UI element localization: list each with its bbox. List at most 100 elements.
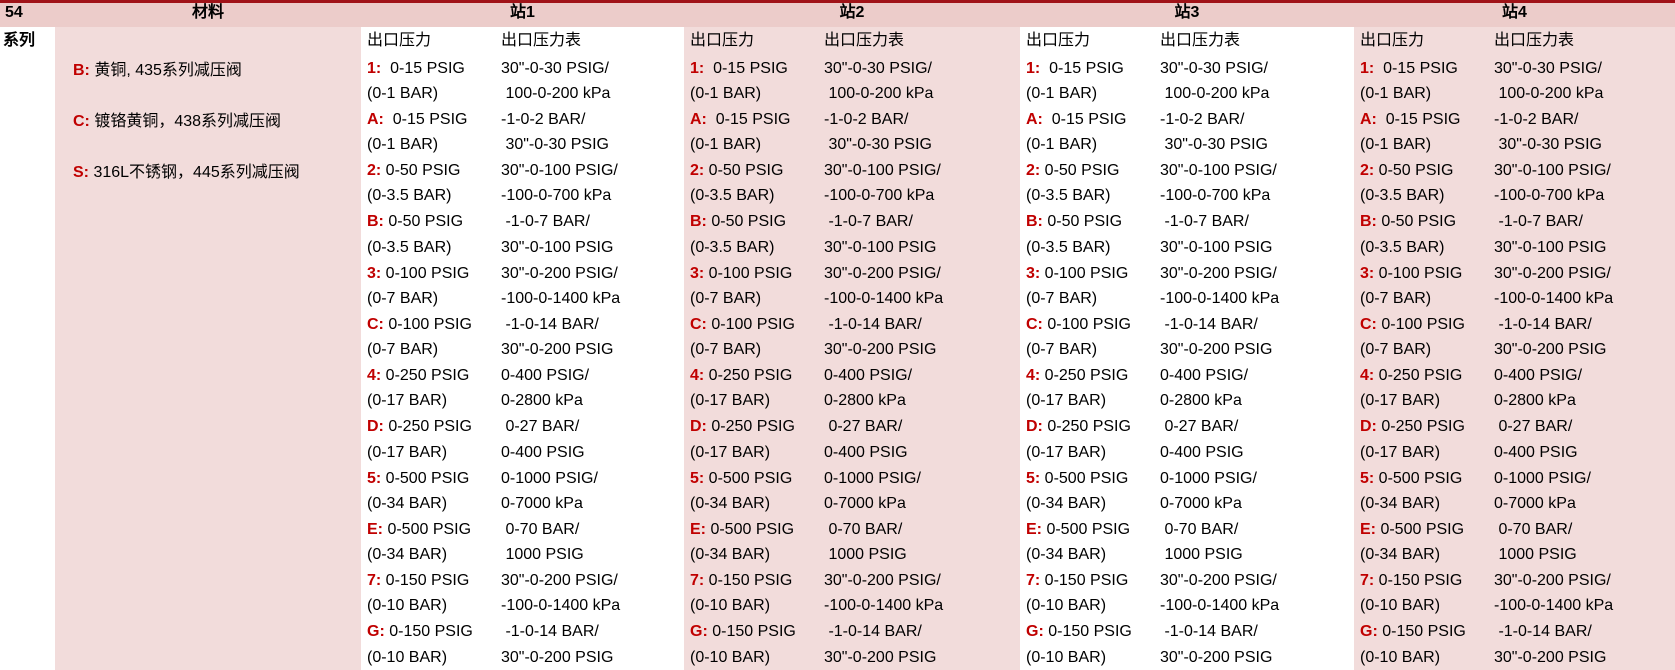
gauge-range-line2: 0-7000 kPa [501,494,583,512]
outlet-pressure-range: A: 0-15 PSIG [1360,107,1460,132]
gauge-range-line1: 30"-0-200 PSIG/ [824,572,941,589]
station-subheader: 出口压力 出口压力表 [684,27,1020,55]
option-code: 4: [1360,367,1375,384]
psig-range: 0-100 PSIG [383,315,472,333]
pressure-option-row: B: 0-50 PSIG (0-3.5 BAR) -1-0-7 BAR/30"-0… [1354,208,1675,260]
gauge-range-line1: -1-0-14 BAR/ [824,623,922,641]
pressure-option-row: 3: 0-100 PSIG (0-7 BAR) 30"-0-200 PSIG/ -10… [1354,260,1675,312]
option-code: 1: [1026,59,1041,77]
gauge-range-line2: 0-400 PSIG [501,443,585,461]
outlet-gauge-cell: -1-0-14 BAR/30"-0-200 PSIG [824,619,936,670]
option-code: 3: [1026,264,1041,282]
pressure-option-row: 4: 0-250 PSIG (0-17 BAR) 0-400 PSIG/0-2800… [1020,363,1354,414]
gauge-range-line2: 1000 PSIG [1494,546,1577,564]
gauge-range-line2: 30"-0-30 PSIG [501,136,609,154]
gauge-range-line2: -100-0-700 kPa [1160,187,1271,205]
pressure-option-row: G: 0-150 PSIG (0-10 BAR) -1-0-14 BAR/30"-… [1020,619,1354,670]
outlet-gauge-cell: -1-0-14 BAR/30"-0-200 PSIG [824,312,936,363]
gauge-range-line1: 30"-0-200 PSIG/ [1494,572,1611,589]
outlet-pressure-range: 2: 0-50 PSIG [367,158,460,183]
outlet-gauge-cell: 30"-0-200 PSIG/ -100-0-1400 kPa [824,261,943,312]
outlet-gauge-column-label: 出口压力表 [824,32,905,49]
pressure-option-row: 7: 0-150 PSIG (0-10 BAR) 30"-0-200 PSIG/ -1… [1354,567,1675,619]
pressure-option-row: 1: 0-15 PSIG (0-1 BAR) 30"-0-30 PSIG/ 100-… [361,55,684,106]
pressure-option-row: C: 0-100 PSIG (0-7 BAR) -1-0-14 BAR/30"-0… [1020,311,1354,362]
pressure-option-row: E: 0-500 PSIG (0-34 BAR) 0-70 BAR/ 1000 P… [1020,516,1354,567]
pressure-option-row: 7: 0-150 PSIG (0-10 BAR) 30"-0-200 PSIG/ -1… [684,567,1020,619]
outlet-pressure-cell: 3: 0-100 PSIG (0-7 BAR) [1360,261,1462,312]
gauge-range-line1: 0-1000 PSIG/ [1160,469,1257,487]
gauge-range-line1: -1-0-14 BAR/ [824,315,922,333]
option-code: E: [690,520,706,538]
pressure-option-row: 2: 0-50 PSIG (0-3.5 BAR) 30"-0-100 PSIG/ -1… [684,157,1020,209]
pressure-option-row: 5: 0-500 PSIG (0-34 BAR) 0-1000 PSIG/0-700… [1354,465,1675,517]
bar-range: (0-17 BAR) [1026,443,1107,461]
outlet-pressure-range: B: 0-50 PSIG [367,209,463,234]
bar-range: (0-3.5 BAR) [690,187,775,205]
outlet-pressure-range: 5: 0-500 PSIG [367,466,469,491]
bar-range: (0-7 BAR) [1026,289,1098,307]
outlet-pressure-range: G: 0-150 PSIG [1026,619,1132,644]
outlet-pressure-range: 4: 0-250 PSIG [1026,363,1128,388]
outlet-pressure-cell: E: 0-500 PSIG (0-34 BAR) [690,517,794,568]
option-code: B: [1360,213,1377,231]
bar-range: (0-1 BAR) [367,136,439,154]
station-header: 站3 [1020,0,1354,27]
bar-range: (0-34 BAR) [367,546,448,564]
gauge-range-line1: 30"-0-100 PSIG/ [1160,162,1277,179]
gauge-range-line1: -1-0-7 BAR/ [1160,213,1249,231]
outlet-pressure-cell: 2: 0-50 PSIG (0-3.5 BAR) [1026,158,1119,209]
station-header: 站1 [361,0,684,27]
pressure-option-row: C: 0-100 PSIG (0-7 BAR) -1-0-14 BAR/30"-0… [684,311,1020,363]
option-code: 5: [690,469,705,487]
option-code: C: [690,315,707,333]
psig-range: 0-15 PSIG [1040,59,1124,77]
outlet-pressure-range: 1: 0-15 PSIG [367,56,465,81]
gauge-range-line2: 30"-0-100 PSIG [1160,238,1273,256]
option-code: 2: [690,162,705,179]
gauge-range-line2: -100-0-1400 kPa [1494,289,1614,307]
gauge-range-line1: -1-0-2 BAR/ [501,110,586,128]
outlet-gauge-cell: 30"-0-200 PSIG/ -100-0-1400 kPa [1494,261,1613,312]
gauge-range-line2: 1000 PSIG [824,546,907,564]
gauge-range-line2: 100-0-200 kPa [824,84,934,102]
outlet-gauge-cell: -1-0-2 BAR/ 30"-0-30 PSIG [501,107,609,158]
bar-range: (0-17 BAR) [367,443,448,461]
bar-range: (0-10 BAR) [367,648,448,666]
gauge-range-line2: 30"-0-200 PSIG [1160,341,1273,359]
outlet-gauge-cell: 30"-0-30 PSIG/ 100-0-200 kPa [1160,56,1269,107]
pressure-option-row: 5: 0-500 PSIG (0-34 BAR) 0-1000 PSIG/0-700… [684,465,1020,517]
gauge-range-line1: -1-0-2 BAR/ [1160,110,1245,128]
gauge-range-line2: -100-0-1400 kPa [1160,289,1280,307]
outlet-pressure-range: E: 0-500 PSIG [690,517,794,542]
outlet-pressure-cell: E: 0-500 PSIG (0-34 BAR) [1026,517,1130,568]
psig-range: 0-500 PSIG [1374,469,1463,487]
gauge-range-line2: -100-0-700 kPa [824,187,935,205]
gauge-range-line2: -100-0-1400 kPa [501,597,621,615]
outlet-pressure-cell: 3: 0-100 PSIG (0-7 BAR) [367,261,469,312]
gauge-range-line1: 30"-0-200 PSIG/ [1494,264,1611,282]
pressure-option-row: 4: 0-250 PSIG (0-17 BAR) 0-400 PSIG/0-2800… [361,363,684,414]
gauge-range-line1: -1-0-2 BAR/ [824,110,909,128]
gauge-range-line1: -1-0-14 BAR/ [501,315,599,333]
outlet-gauge-cell: 30"-0-100 PSIG/ -100-0-700 kPa [1494,158,1611,209]
pressure-option-row: 2: 0-50 PSIG (0-3.5 BAR) 30"-0-100 PSIG/ -1… [361,158,684,209]
outlet-pressure-column-label: 出口压力 [1026,32,1091,49]
outlet-pressure-cell: A: 0-15 PSIG (0-1 BAR) [1360,107,1460,158]
option-code: B: [1026,213,1043,231]
gauge-range-line1: 0-400 PSIG/ [501,367,590,384]
gauge-range-line1: -1-0-7 BAR/ [824,213,913,231]
outlet-gauge-cell: -1-0-2 BAR/ 30"-0-30 PSIG [1160,107,1268,158]
outlet-gauge-cell: -1-0-14 BAR/30"-0-200 PSIG [1494,619,1606,670]
outlet-pressure-range: D: 0-250 PSIG [1360,414,1465,439]
outlet-gauge-cell: -1-0-14 BAR/30"-0-200 PSIG [1160,619,1272,670]
psig-range: 0-50 PSIG [704,162,784,179]
gauge-range-line1: 0-27 BAR/ [1494,418,1573,436]
outlet-gauge-cell: 30"-0-100 PSIG/ -100-0-700 kPa [501,158,618,209]
outlet-gauge-cell: 0-27 BAR/0-400 PSIG [501,414,585,465]
table-top-border [0,0,1675,3]
option-code: C: [1026,315,1043,333]
option-code: 1: [690,59,705,77]
gauge-range-line2: 1000 PSIG [501,546,584,564]
outlet-gauge-cell: 30"-0-200 PSIG/ -100-0-1400 kPa [501,568,620,619]
